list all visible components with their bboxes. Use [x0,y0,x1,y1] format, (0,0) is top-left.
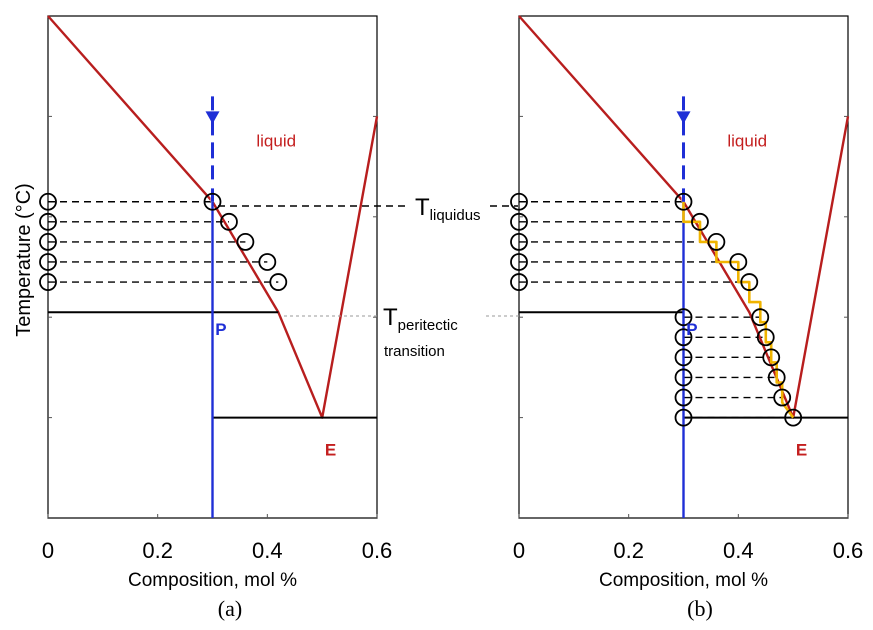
marker-circle [39,232,57,251]
x-tick-label: 0.6 [362,538,393,563]
marker-circle [510,192,528,211]
liquid-label: liquid [256,132,296,151]
marker-circle [674,328,693,347]
y-axis-label: Temperature (°C) [13,183,35,337]
marker-circle [510,273,528,291]
shared-annotations: Temperature (°C) Tliquidus Tperitectic t… [13,183,520,360]
t-peritectic-label: Tperitectic [383,304,458,334]
eutectic-point-label: E [796,440,807,459]
x-tick-label: 0.2 [613,538,644,563]
t-liquidus-label: Tliquidus [415,194,481,224]
marker-circle [707,232,726,251]
marker-circle [762,348,781,367]
t-peritectic-main: T [383,304,398,331]
marker-circle [39,192,57,211]
peritectic-point-label: P [215,320,226,339]
marker-circle [674,388,693,407]
liquidus-line [518,15,850,419]
x-tick-label: 0.6 [833,538,864,563]
panel-b: 0 0.2 0.4 0.6 Composition, mol % (b) liquid P E [510,15,864,621]
marker-circle [220,212,238,231]
down-arrow-icon [676,111,691,124]
panel-caption: (a) [218,596,242,621]
marker-circle [767,368,786,387]
x-tick-label: 0 [513,538,525,563]
marker-circle [691,212,709,231]
marker-circle [236,232,255,251]
solidification-path-line [682,201,795,419]
marker-circle [510,232,528,251]
peritectic-point-label: P [686,320,697,339]
marker-circle [756,328,775,347]
marker-circle [784,408,803,427]
x-tick-label: 0.2 [142,538,173,563]
t-peritectic-line2: transition [384,343,445,360]
t-liquidus-main: T [415,194,430,221]
marker-circle [729,253,748,271]
marker-circle [674,368,693,387]
marker-circle [39,273,57,291]
marker-circle [674,348,693,367]
x-tick-label: 0.4 [723,538,754,563]
x-tick-label: 0.4 [252,538,283,563]
marker-circle [751,308,770,327]
marker-circle [740,273,759,291]
eutectic-point-label: E [325,440,336,459]
panel-a: 0 0.2 0.4 0.6 Composition, mol % (a) liquid P E [39,15,393,621]
x-axis-label: Composition, mol % [128,570,297,591]
marker-circle [258,253,277,271]
marker-circle [39,253,57,271]
x-axis-label: Composition, mol % [599,570,768,591]
marker-circle [269,273,288,291]
marker-circle [674,408,693,427]
down-arrow-icon [205,111,220,124]
marker-circle [674,192,693,211]
t-peritectic-sub: peritectic [398,317,459,334]
panel-caption: (b) [687,596,713,621]
liquid-label: liquid [727,132,767,151]
marker-circle [510,212,528,231]
marker-circle [510,253,528,271]
x-tick-label: 0 [42,538,54,563]
marker-circle [773,388,792,407]
marker-circle [203,192,222,211]
t-liquidus-sub: liquidus [430,207,481,224]
marker-circle [39,212,57,231]
marker-circle [674,308,693,327]
